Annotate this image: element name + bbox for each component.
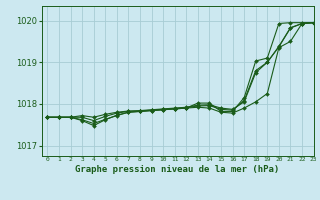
X-axis label: Graphe pression niveau de la mer (hPa): Graphe pression niveau de la mer (hPa) bbox=[76, 165, 280, 174]
